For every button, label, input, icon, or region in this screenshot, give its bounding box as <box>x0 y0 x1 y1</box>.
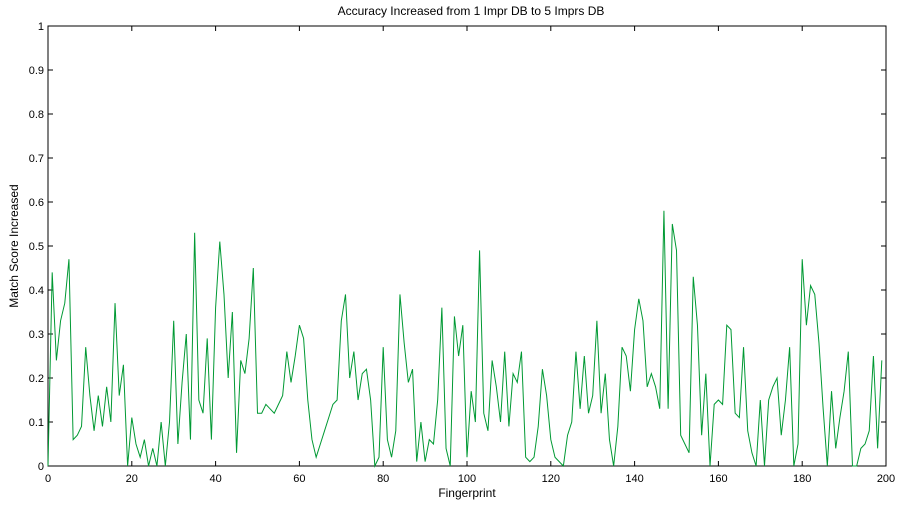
y-tick-label: 0.5 <box>29 241 44 253</box>
x-tick-label: 60 <box>293 473 305 485</box>
y-axis-ticks: 0 0.1 0.2 0.3 0.4 0.5 0.6 0.7 0.8 0.9 1 <box>29 21 886 473</box>
series-line <box>47 210 883 468</box>
x-tick-label: 160 <box>709 473 727 485</box>
x-tick-label: 140 <box>625 473 643 485</box>
y-tick-label: 0.7 <box>29 153 44 165</box>
x-tick-label: 180 <box>793 473 811 485</box>
x-tick-label: 40 <box>209 473 221 485</box>
y-tick-label: 0.9 <box>29 65 44 77</box>
y-axis-label: Match Score Increased <box>7 184 21 307</box>
x-tick-label: 80 <box>377 473 389 485</box>
y-tick-label: 0.1 <box>29 417 44 429</box>
x-tick-label: 200 <box>877 473 895 485</box>
x-tick-label: 100 <box>458 473 476 485</box>
y-tick-label: 0.3 <box>29 329 44 341</box>
y-tick-label: 0.6 <box>29 197 44 209</box>
x-axis-ticks: 0 20 40 60 80 100 120 140 160 180 200 <box>45 26 895 485</box>
chart-title: Accuracy Increased from 1 Impr DB to 5 I… <box>338 4 605 18</box>
x-tick-label: 0 <box>45 473 51 485</box>
x-tick-label: 120 <box>542 473 560 485</box>
x-axis-label: Fingerprint <box>438 486 496 500</box>
y-tick-label: 0.2 <box>29 373 44 385</box>
y-tick-label: 0 <box>38 461 44 473</box>
plot-area-frame <box>47 25 887 467</box>
y-tick-label: 0.4 <box>29 285 44 297</box>
x-tick-label: 20 <box>126 473 138 485</box>
y-tick-label: 1 <box>38 21 44 33</box>
y-tick-label: 0.8 <box>29 109 44 121</box>
